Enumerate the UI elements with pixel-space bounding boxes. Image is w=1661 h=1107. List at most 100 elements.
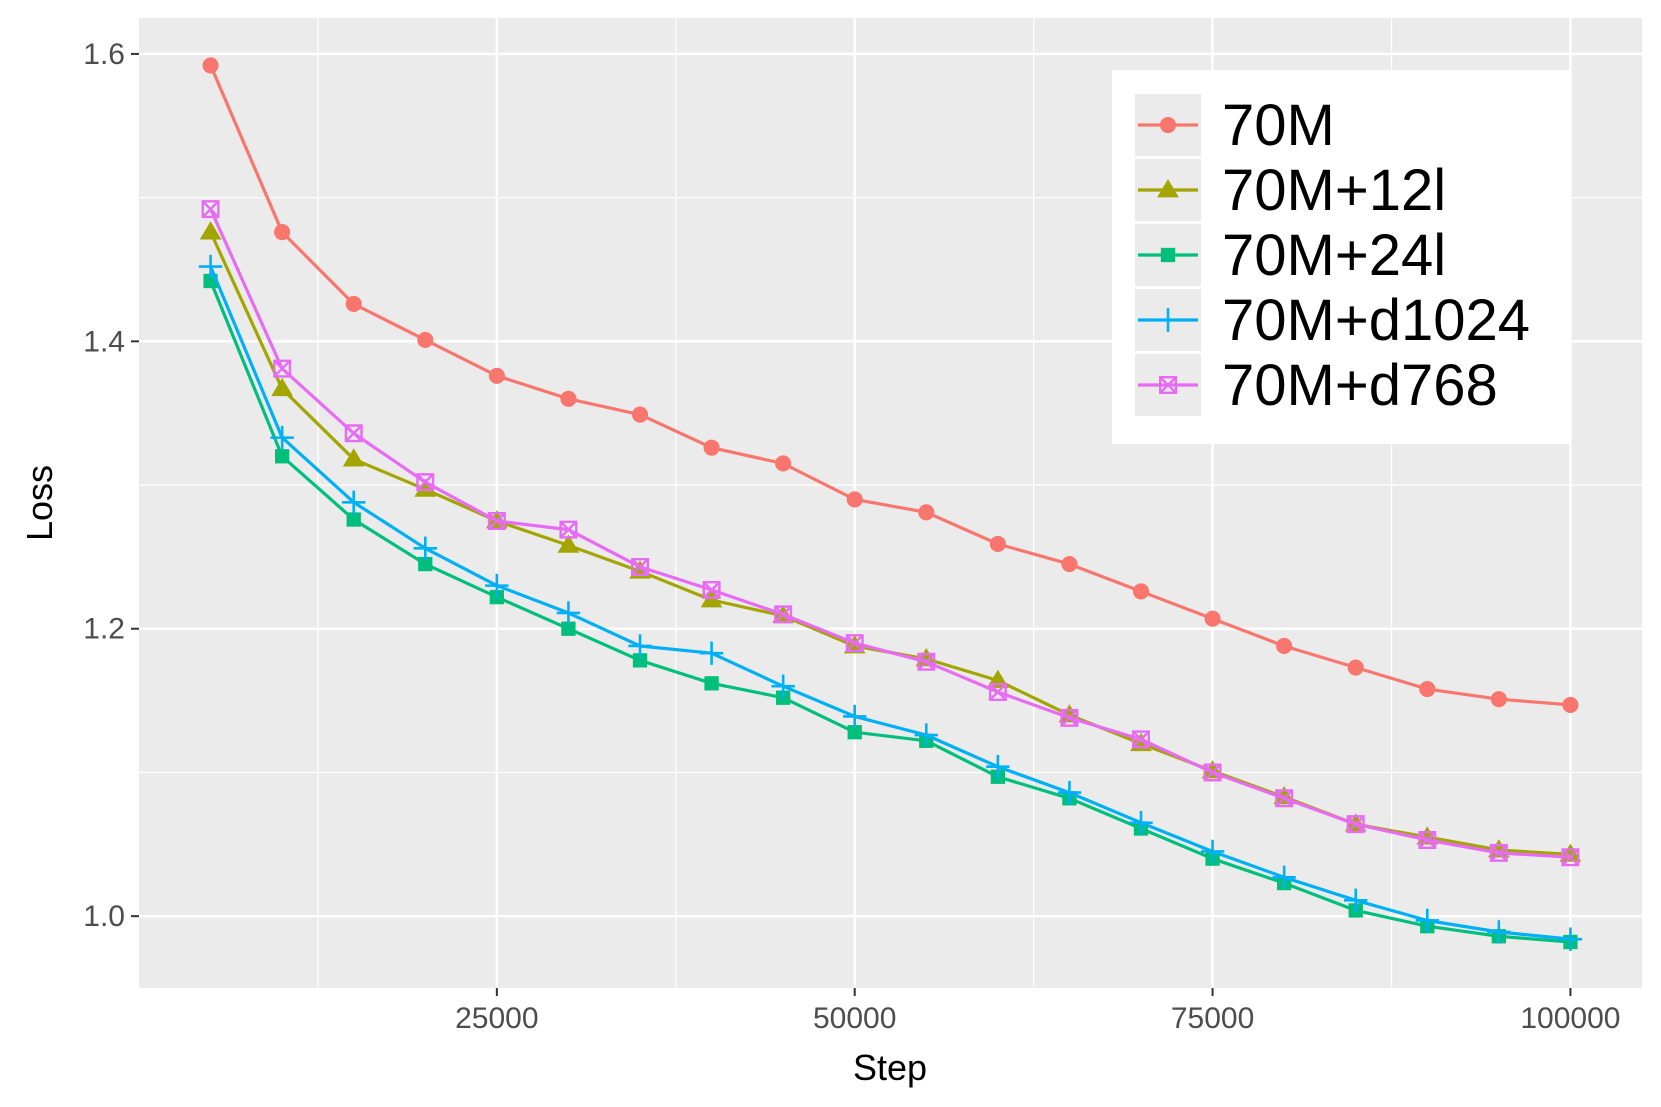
data-point (271, 377, 294, 397)
data-point (1415, 908, 1439, 933)
series-layer (198, 57, 1583, 951)
y-axis-title: Loss (19, 465, 60, 541)
data-point (202, 57, 219, 74)
legend-label: 70M (1222, 93, 1335, 158)
data-point (1275, 789, 1294, 808)
data-point (1346, 815, 1365, 834)
data-point (417, 331, 434, 348)
data-point (1272, 865, 1296, 890)
data-point (843, 704, 867, 729)
data-point (198, 254, 223, 279)
data-point (1058, 704, 1081, 723)
data-point (1490, 691, 1507, 708)
data-point (1132, 583, 1150, 600)
legend-label: 70M+d1024 (1222, 288, 1530, 353)
data-point (416, 473, 435, 492)
legend-label: 70M+12l (1222, 158, 1446, 223)
data-point (342, 490, 366, 514)
data-point (560, 390, 577, 407)
x-axis: 25000 50000 75000 100000 (455, 988, 1620, 1035)
data-point (699, 641, 724, 665)
data-point (1562, 696, 1579, 713)
data-point (1276, 637, 1293, 655)
x-tick-label: 25000 (455, 1002, 538, 1035)
data-point (917, 652, 936, 671)
data-point (559, 520, 578, 539)
y-tick-label: 1.6 (83, 38, 125, 71)
data-point (561, 621, 576, 636)
x-tick-label: 50000 (813, 1002, 896, 1035)
legend-key-marker (1156, 308, 1180, 332)
y-tick-label: 1.0 (83, 900, 125, 933)
data-point (1489, 843, 1508, 862)
data-point (201, 200, 220, 219)
data-point (774, 605, 793, 624)
legend-key-marker (1159, 376, 1177, 394)
data-point (988, 682, 1007, 701)
data-point (631, 406, 649, 423)
series-line (209, 64, 1571, 707)
data-point (1132, 730, 1150, 749)
data-point (771, 674, 795, 698)
data-point (846, 491, 863, 508)
data-point (986, 754, 1010, 779)
data-point (413, 536, 437, 560)
data-point (1057, 780, 1082, 805)
data-point (1419, 681, 1436, 698)
data-point (346, 512, 361, 527)
data-point (487, 511, 506, 530)
data-point (1060, 708, 1079, 727)
data-point (704, 676, 719, 691)
y-axis: 1.0 1.2 1.4 1.6 (83, 38, 139, 933)
data-point (1347, 659, 1364, 676)
data-point (418, 556, 433, 572)
data-point (918, 504, 935, 521)
legend-label: 70M+d768 (1222, 353, 1498, 418)
data-point (485, 573, 509, 598)
data-point (1061, 556, 1078, 573)
data-point (847, 725, 862, 740)
data-point (274, 449, 290, 464)
data-point (556, 601, 581, 625)
legend-key-marker (1157, 179, 1179, 198)
data-point (557, 534, 580, 553)
data-point (628, 634, 652, 658)
data-point (1418, 830, 1437, 849)
data-point (702, 580, 721, 599)
data-point (703, 439, 720, 456)
data-point (1558, 927, 1583, 951)
series-70M+d768 (201, 200, 1580, 867)
legend-label: 70M+24l (1222, 223, 1446, 288)
data-point (1487, 920, 1511, 944)
data-point (344, 424, 363, 443)
data-point (989, 535, 1006, 553)
data-point (632, 653, 648, 668)
data-point (1129, 811, 1153, 835)
data-point (273, 359, 292, 378)
data-point (345, 295, 362, 313)
series-70M (202, 57, 1579, 713)
y-tick-label: 1.4 (83, 325, 125, 358)
series-line (209, 280, 1571, 944)
x-tick-label: 100000 (1520, 1002, 1620, 1035)
grid-major (139, 18, 1642, 988)
data-point (414, 478, 437, 497)
data-point (488, 367, 505, 384)
x-tick-label: 75000 (1171, 1002, 1254, 1035)
series-70M+d1024 (198, 254, 1583, 951)
series-line (209, 265, 1571, 941)
data-point (1344, 888, 1368, 913)
data-point (845, 634, 864, 653)
data-point (1204, 610, 1221, 627)
data-point (1203, 763, 1222, 782)
data-point (1561, 848, 1580, 867)
series-line (209, 208, 1571, 859)
data-point (631, 557, 649, 576)
legend-key-marker (1160, 247, 1176, 263)
y-tick-label: 1.2 (83, 613, 125, 646)
series-70M+24l (203, 273, 1578, 950)
data-point (914, 723, 938, 747)
data-point (775, 455, 792, 472)
